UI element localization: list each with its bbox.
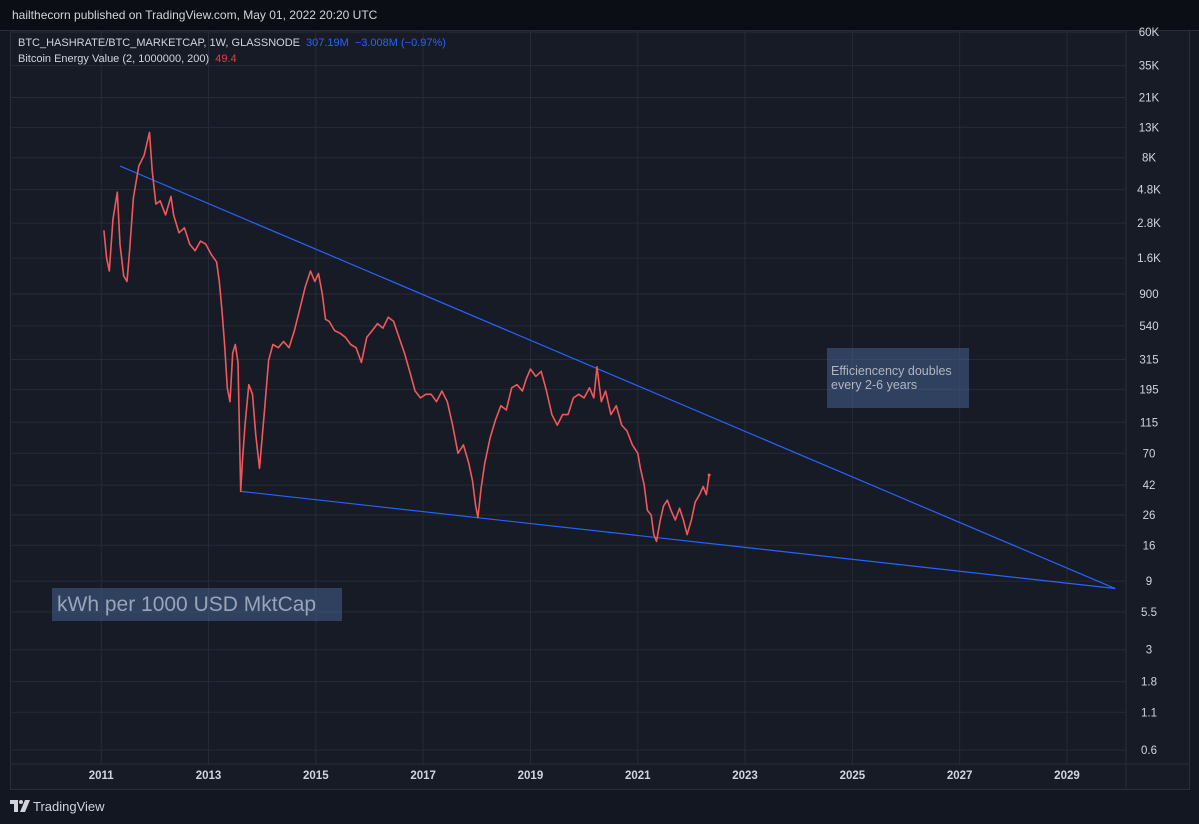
y-tick-label: 1.8 (1141, 677, 1157, 689)
y-tick-label: 0.6 (1141, 745, 1157, 757)
y-tick-label: 4.8K (1137, 185, 1161, 197)
y-tick-label: 5.5 (1141, 607, 1157, 619)
x-tick-label: 2027 (947, 770, 973, 782)
series-line (103, 131, 710, 543)
y-tick-label: 21K (1139, 93, 1160, 105)
y-tick-label: 42 (1143, 480, 1156, 492)
legend-indicator[interactable]: Bitcoin Energy Value (2, 1000000, 200) 49… (18, 53, 237, 65)
x-tick-label: 2015 (303, 770, 329, 782)
y-tick-label: 16 (1143, 540, 1156, 552)
y-tick-label: 35K (1139, 61, 1160, 73)
y-tick-label: 1.6K (1137, 253, 1161, 265)
unit-label-annotation[interactable]: kWh per 1000 USD MktCap (52, 588, 342, 621)
legend-last-value: 307.19M (306, 37, 349, 49)
published-text: hailthecorn published on TradingView.com… (12, 8, 378, 22)
y-tick-label: 900 (1139, 289, 1158, 301)
y-tick-label: 9 (1146, 576, 1152, 588)
x-tick-label: 2011 (89, 770, 115, 782)
legend-symbol-name: BTC_HASHRATE/BTC_MARKETCAP, 1W, GLASSNOD… (18, 37, 300, 49)
y-tick-label: 115 (1140, 417, 1158, 429)
legend-change: −3.008M (−0.97%) (354, 37, 446, 49)
series (103, 131, 711, 543)
trendline (119, 165, 1116, 590)
y-tick-label: 3 (1146, 645, 1152, 657)
y-tick-label: 1.1 (1141, 707, 1157, 719)
legend-indicator-value: 49.4 (215, 53, 237, 65)
y-tick-label: 26 (1143, 510, 1156, 522)
chart-pane[interactable] (10, 30, 1190, 790)
y-tick-label: 13K (1139, 122, 1160, 134)
tradingview-logo-icon (10, 800, 30, 812)
x-axis: 2011 2013 2015 2017 2019 2021 2023 2025 2027 2029 (89, 770, 1080, 782)
footer: TradingView (0, 792, 1199, 824)
efficiency-annotation-line1: Efficiencency doubles (831, 364, 952, 378)
y-tick-label: 2.8K (1137, 218, 1161, 230)
y-tick-label: 60K (1139, 27, 1160, 39)
series-last-point (707, 473, 711, 477)
legend-main-series[interactable]: BTC_HASHRATE/BTC_MARKETCAP, 1W, GLASSNOD… (18, 37, 446, 49)
efficiency-annotation-line2: every 2-6 years (831, 378, 918, 392)
x-tick-label: 2029 (1054, 770, 1080, 782)
y-tick-label: 540 (1139, 321, 1158, 333)
legend-indicator-name: Bitcoin Energy Value (2, 1000000, 200) (18, 53, 210, 65)
x-tick-label: 2025 (840, 770, 866, 782)
x-tick-label: 2021 (625, 770, 651, 782)
trendline (240, 490, 1116, 590)
y-tick-label: 315 (1139, 354, 1158, 366)
y-tick-label: 70 (1143, 448, 1156, 460)
trendlines (119, 165, 1116, 590)
x-tick-label: 2017 (410, 770, 436, 782)
x-tick-label: 2019 (518, 770, 544, 782)
efficiency-annotation[interactable]: Efficiencency doubles every 2-6 years (827, 348, 969, 408)
tradingview-brand: TradingView (33, 799, 105, 814)
y-tick-label: 8K (1142, 153, 1156, 165)
y-tick-label: 195 (1139, 384, 1158, 396)
x-tick-label: 2023 (732, 770, 758, 782)
x-tick-label: 2013 (196, 770, 222, 782)
grid (10, 30, 1190, 790)
y-axis: 60K 35K 21K 13K 8K 4.8K 2.8K 1.6K 900 540 315 195 11… (1137, 27, 1161, 757)
